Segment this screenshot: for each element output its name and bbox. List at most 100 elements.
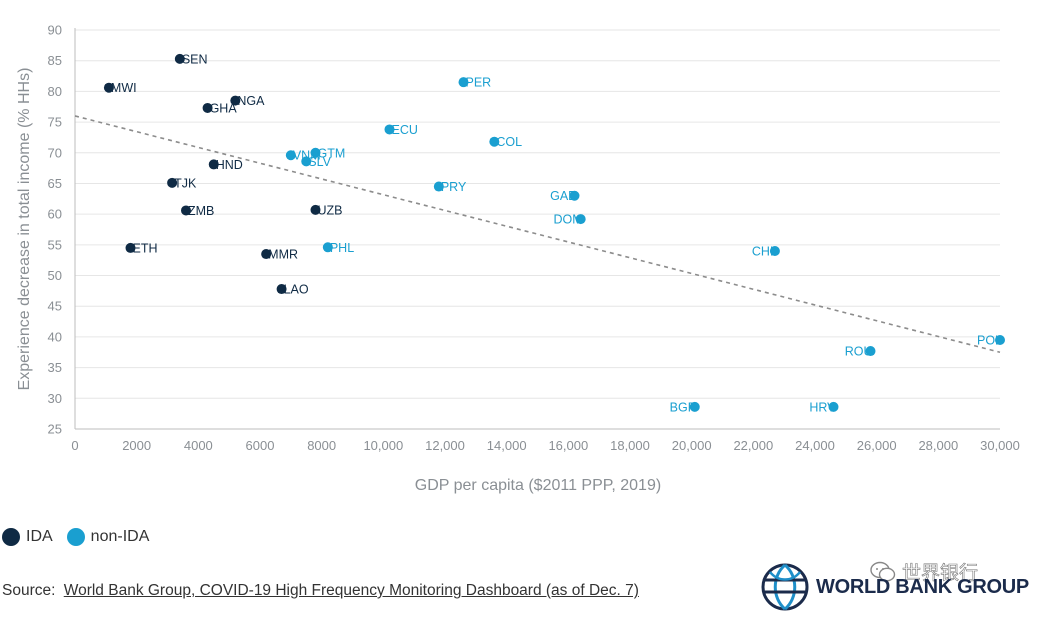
x-tick-label: 6000 — [246, 438, 275, 453]
data-point-per[interactable] — [458, 77, 469, 88]
y-tick-label: 50 — [48, 268, 62, 283]
data-point-mwi[interactable] — [103, 82, 114, 93]
data-label-mwi: MWI — [111, 81, 137, 95]
data-point-gtm[interactable] — [310, 147, 321, 158]
data-label-phl: PHL — [330, 241, 354, 255]
data-point-hrv[interactable] — [828, 401, 839, 412]
wechat-watermark-text: 世界银行 — [902, 563, 979, 585]
x-tick-label: 22,000 — [733, 438, 773, 453]
x-tick-label: 16,000 — [548, 438, 588, 453]
grid-layer — [75, 29, 1000, 430]
y-tick-label: 45 — [48, 299, 62, 314]
x-tick-label: 26,000 — [857, 438, 897, 453]
data-label-bgr: BGR — [670, 400, 697, 414]
data-label-dom: DOM — [553, 213, 582, 227]
x-tick-label: 20,000 — [672, 438, 712, 453]
chart-canvas: 25 30 35 40 45 50 55 60 65 70 75 80 85 90 0 2000 4000 600… — [16, 23, 1020, 495]
x-tick-label: 10,000 — [363, 438, 403, 453]
data-point-nga[interactable] — [230, 95, 241, 106]
y-tick-label: 25 — [48, 422, 62, 437]
data-point-lao[interactable] — [276, 284, 287, 295]
x-tick-label: 4000 — [184, 438, 213, 453]
y-tick-label: 65 — [48, 176, 62, 191]
data-point-ecu[interactable] — [384, 124, 395, 135]
y-tick-label: 75 — [48, 115, 62, 130]
y-tick-label: 30 — [48, 391, 62, 406]
y-axis-title: Experience decrease in total income (% H… — [16, 68, 33, 391]
data-label-gha: GHA — [210, 101, 238, 115]
data-label-pol: POL — [977, 333, 1002, 347]
y-tick-label: 80 — [48, 84, 62, 99]
y-tick-label: 60 — [48, 207, 62, 222]
data-point-tjk[interactable] — [167, 177, 178, 188]
x-tick-label: 0 — [71, 438, 78, 453]
world-bank-logo-text: WORLD BANK GROUP — [816, 575, 1029, 598]
data-label-pry: PRY — [441, 180, 467, 194]
data-label-zmb: ZMB — [188, 204, 214, 218]
axis-layer: 25 30 35 40 45 50 55 60 65 70 75 80 85 90 0 2000 4000 600… — [48, 23, 1020, 454]
x-tick-label: 8000 — [307, 438, 336, 453]
data-label-slv: SLV — [308, 155, 331, 169]
legend-dot-ida-icon — [2, 528, 20, 546]
y-tick-label: 40 — [48, 329, 62, 344]
data-label-per: PER — [466, 76, 492, 90]
legend-item-ida[interactable]: IDA — [2, 528, 53, 546]
data-label-vnm: VNM — [293, 149, 321, 163]
x-tick-label: 14,000 — [487, 438, 527, 453]
source-prefix: Source: — [2, 582, 56, 599]
x-tick-label: 24,000 — [795, 438, 835, 453]
data-point-col[interactable] — [489, 136, 500, 147]
trend-line — [74, 115, 1001, 354]
x-tick-label: 28,000 — [918, 438, 958, 453]
y-tick-label: 55 — [48, 237, 62, 252]
source-link[interactable]: World Bank Group, COVID-19 High Frequenc… — [63, 582, 639, 599]
data-label-rou: ROU — [845, 345, 873, 359]
data-label-col: COL — [496, 135, 522, 149]
data-point-zmb[interactable] — [181, 205, 191, 216]
data-label-nga: NGA — [237, 94, 265, 108]
data-point-pol[interactable] — [995, 334, 1005, 345]
y-tick-label: 85 — [48, 53, 62, 68]
wechat-icon — [870, 561, 896, 581]
y-tick-label: 70 — [48, 145, 62, 160]
data-label-chl: CHL — [752, 244, 777, 258]
data-label-eth: ETH — [133, 241, 158, 255]
data-point-hnd[interactable] — [208, 159, 219, 170]
data-point-dom[interactable] — [575, 214, 586, 225]
y-tick-label: 90 — [48, 23, 62, 38]
scatter-chart: 25 30 35 40 45 50 55 60 65 70 75 80 85 90 0 2000 4000 600… — [16, 23, 1020, 495]
x-tick-label: 18,000 — [610, 438, 650, 453]
data-point-pry[interactable] — [433, 181, 444, 192]
data-label-sen: SEN — [182, 52, 208, 66]
x-tick-label: 2000 — [122, 438, 151, 453]
world-bank-logo: WORLD BANK GROUP — [760, 562, 1029, 612]
globe-icon — [761, 563, 809, 611]
data-point-gab[interactable] — [569, 190, 580, 201]
data-label-tjk: TJK — [174, 176, 197, 190]
data-label-gtm: GTM — [318, 146, 346, 160]
data-point-vnm[interactable] — [285, 150, 296, 161]
data-point-rou[interactable] — [865, 346, 876, 357]
data-point-bgr[interactable] — [689, 401, 700, 412]
data-label-lao: LAO — [284, 283, 309, 297]
data-point-slv[interactable] — [301, 156, 312, 167]
data-point-uzb[interactable] — [310, 204, 321, 215]
legend: IDA non-IDA — [2, 526, 149, 548]
trend-layer — [74, 115, 1001, 354]
x-axis-title: GDP per capita ($2011 PPP, 2019) — [415, 477, 661, 494]
legend-label-non-ida: non-IDA — [90, 528, 150, 545]
x-tick-label: 12,000 — [425, 438, 465, 453]
data-point-chl[interactable] — [769, 245, 780, 256]
data-point-sen[interactable] — [174, 53, 185, 64]
data-point-gha[interactable] — [202, 102, 213, 113]
legend-item-non-ida[interactable]: non-IDA — [66, 528, 150, 546]
data-point-phl[interactable] — [322, 242, 333, 253]
data-point-mmr[interactable] — [261, 249, 272, 260]
data-label-hnd: HND — [216, 158, 243, 172]
data-point-eth[interactable] — [125, 242, 136, 253]
data-label-gab: GAB — [550, 189, 576, 203]
legend-label-ida: IDA — [26, 528, 53, 545]
wechat-watermark: 世界银行 — [870, 558, 978, 585]
data-label-hrv: HRV — [809, 400, 836, 414]
